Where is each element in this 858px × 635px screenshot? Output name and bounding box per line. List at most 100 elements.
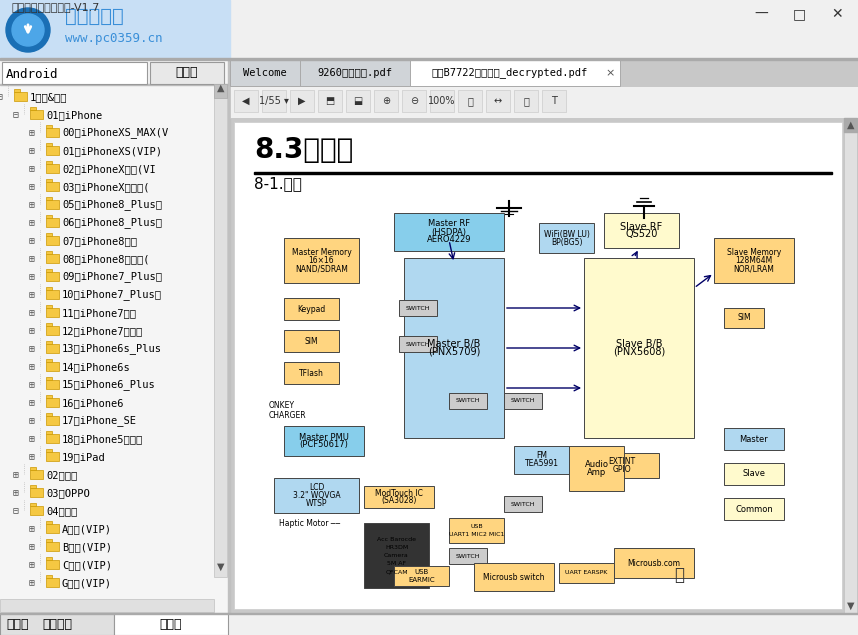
Bar (0, 0, 230, 60)
Text: Master B/B: Master B/B (427, 339, 480, 349)
Text: Microusb.com: Microusb.com (627, 559, 680, 568)
Text: ⤢: ⤢ (467, 96, 473, 106)
Bar (0, 60, 228, 613)
Text: CHARGER: CHARGER (269, 411, 306, 420)
Text: ⊞: ⊞ (29, 578, 35, 588)
Bar (724, 498, 784, 520)
Text: HR3DM: HR3DM (385, 545, 408, 550)
Text: 10、iPhone7_Plus英: 10、iPhone7_Plus英 (62, 290, 162, 300)
Text: Camera: Camera (384, 553, 409, 558)
Bar (284, 238, 359, 283)
Bar (46, 164, 59, 173)
Text: 16、iPhone6: 16、iPhone6 (62, 398, 124, 408)
Text: QS520: QS520 (625, 229, 658, 239)
Bar (844, 118, 857, 613)
Bar (290, 90, 314, 112)
Text: Common: Common (735, 504, 773, 514)
Bar (714, 238, 794, 283)
Circle shape (12, 14, 44, 46)
Text: ⊞: ⊞ (29, 254, 35, 264)
Text: ⊟: ⊟ (0, 92, 3, 102)
Text: TFlash: TFlash (299, 368, 324, 377)
Bar (284, 330, 339, 352)
Bar (474, 563, 554, 591)
Text: 15、iPhone6_Plus: 15、iPhone6_Plus (62, 380, 156, 391)
Bar (230, 60, 858, 613)
Bar (394, 213, 504, 251)
Bar (30, 485, 36, 488)
Text: ↔: ↔ (494, 96, 502, 106)
Text: ✋: ✋ (523, 96, 529, 106)
Text: Haptic Motor ──: Haptic Motor ── (279, 519, 340, 528)
Text: ▲: ▲ (847, 120, 855, 130)
Bar (262, 90, 286, 112)
Text: 11、iPhone7高通: 11、iPhone7高通 (62, 308, 137, 318)
Bar (30, 470, 43, 479)
Text: 19、iPad: 19、iPad (62, 452, 106, 462)
Text: Slave RF: Slave RF (620, 222, 662, 232)
Bar (724, 308, 764, 328)
Bar (46, 323, 52, 326)
Bar (46, 143, 52, 146)
Text: BP(BG5): BP(BG5) (551, 237, 583, 246)
Text: C系列(VIP): C系列(VIP) (62, 560, 112, 570)
Text: ⊞: ⊞ (29, 326, 35, 336)
Text: 04、三星: 04、三星 (46, 506, 77, 516)
Bar (46, 398, 59, 407)
Text: (PNX5608): (PNX5608) (613, 347, 665, 357)
Text: 09、iPhone7_Plus高: 09、iPhone7_Plus高 (62, 272, 162, 283)
Text: ⊞: ⊞ (29, 146, 35, 156)
Text: ⊞: ⊞ (29, 200, 35, 210)
Bar (46, 128, 59, 137)
Text: ⊞: ⊞ (29, 524, 35, 534)
Text: 02、iPhoneX高通(VI: 02、iPhoneX高通(VI (62, 164, 156, 174)
Bar (46, 416, 59, 425)
Text: G系列(VIP): G系列(VIP) (62, 578, 112, 588)
Bar (46, 146, 59, 155)
Text: AERO4229: AERO4229 (426, 236, 471, 244)
Text: 13、iPhone6s_Plus: 13、iPhone6s_Plus (62, 344, 162, 354)
Text: TEA5991: TEA5991 (524, 460, 559, 469)
Bar (2, 62, 147, 84)
Text: 9260原廠圖紙.pdf: 9260原廠圖紙.pdf (317, 68, 392, 78)
Text: Welcome: Welcome (243, 68, 287, 78)
Text: Acc Barocde: Acc Barocde (377, 537, 416, 542)
Text: Slave: Slave (742, 469, 765, 479)
Bar (150, 62, 224, 84)
Text: ⬒: ⬒ (325, 96, 335, 106)
Bar (46, 308, 59, 317)
Text: 狀態：: 狀態： (6, 617, 28, 631)
Bar (254, 172, 832, 173)
Bar (46, 287, 52, 290)
Text: SWITCH: SWITCH (511, 502, 535, 507)
Text: ⊞: ⊞ (13, 488, 19, 498)
Text: 8.3級維修: 8.3級維修 (254, 136, 353, 164)
Text: 🎧: 🎧 (674, 566, 684, 584)
Text: ⊕: ⊕ (382, 96, 390, 106)
Text: 07、iPhone8高通: 07、iPhone8高通 (62, 236, 137, 246)
Bar (46, 431, 52, 434)
Bar (214, 84, 227, 577)
Text: 3.2" WQVGA: 3.2" WQVGA (293, 491, 341, 500)
Bar (46, 236, 59, 245)
Text: B系列(VIP): B系列(VIP) (62, 542, 112, 552)
Text: ⊞: ⊞ (29, 434, 35, 444)
Text: ⊞: ⊞ (29, 218, 35, 228)
Text: 05、iPhone8_Plus高: 05、iPhone8_Plus高 (62, 199, 162, 210)
Bar (300, 60, 410, 86)
Bar (504, 393, 542, 409)
Bar (46, 179, 52, 182)
Text: (PCF50617): (PCF50617) (299, 441, 348, 450)
Bar (399, 300, 437, 316)
Bar (458, 90, 482, 112)
Bar (449, 393, 487, 409)
Text: —: — (754, 7, 768, 21)
Text: ⊞: ⊞ (29, 416, 35, 426)
Bar (30, 110, 43, 119)
Bar (0, 84, 228, 85)
Text: EXTINT: EXTINT (608, 457, 635, 466)
Text: 16×16: 16×16 (309, 256, 335, 265)
Text: □: □ (793, 7, 806, 21)
Text: 02、華為: 02、華為 (46, 470, 77, 480)
Bar (844, 118, 857, 132)
